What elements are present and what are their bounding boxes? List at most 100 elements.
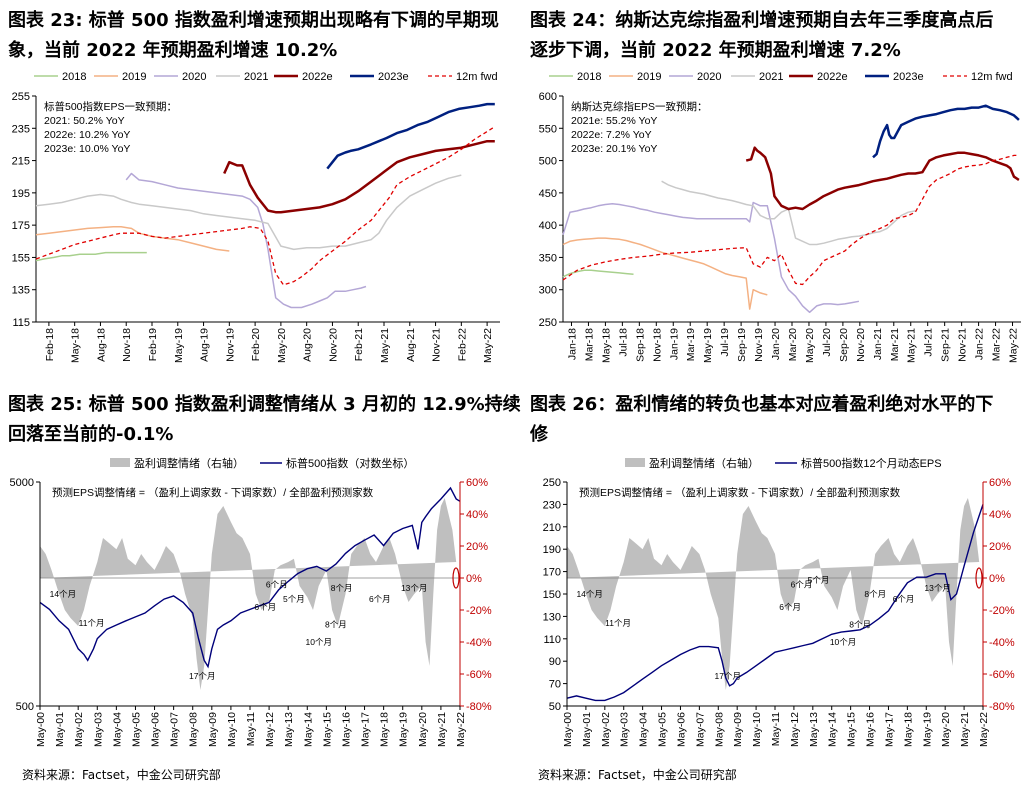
y-tick-label: 215 [12, 156, 30, 168]
duration-label: 6个月 [266, 580, 288, 590]
legend-label-2021: 2021 [759, 71, 783, 83]
x-tick-label: May-18 [600, 328, 612, 363]
duration-label: 6个月 [893, 594, 915, 604]
duration-label: 8个月 [864, 589, 886, 599]
x-tick-label: May-08 [188, 712, 200, 747]
x-tick-label: May-21 [436, 712, 448, 747]
x-tick-label: May-05 [657, 712, 669, 747]
x-tick-label: Mar-19 [685, 328, 697, 361]
x-tick-label: May-22 [482, 328, 494, 363]
legend-label-2020: 2020 [697, 71, 721, 83]
x-tick-label: May-03 [619, 712, 631, 747]
source-note-right: 资料来源：Factset，中金公司研究部 [538, 766, 737, 783]
duration-label: 8个月 [849, 620, 871, 630]
x-tick-label: May-03 [92, 712, 104, 747]
right-y-tick-label: -80% [989, 701, 1015, 713]
legend-label-12m-fwd: 12m fwd [456, 71, 498, 83]
sentiment-area [40, 498, 456, 690]
duration-label: 14个月 [576, 589, 602, 599]
right-y-tick-label: 60% [466, 477, 488, 489]
annotation-line: 标普500指数EPS一致预期： [44, 100, 177, 113]
legend-label-2018: 2018 [62, 71, 86, 83]
panel-3-title-line1: 图表 25: 标普 500 指数盈利调整情绪从 3 月初的 12.9%持续 [8, 390, 521, 420]
series-line-2023e [873, 106, 1019, 158]
duration-label: 6个月 [779, 602, 801, 612]
x-tick-label: May-19 [173, 328, 185, 363]
x-tick-label: May-20 [804, 328, 816, 363]
right-y-tick-label: 40% [466, 509, 488, 521]
right-y-tick-label: -80% [466, 701, 492, 713]
x-tick-label: May-14 [827, 712, 839, 747]
left-y-tick-label: 250 [543, 477, 561, 489]
x-tick-label: May-12 [264, 712, 276, 747]
legend-swatch-sentiment [625, 458, 645, 467]
chart-eps-sentiment: 盈利调整情绪（右轴） 标普500指数12个月动态EPS25023021019017… [515, 450, 1029, 760]
duration-label: 17个月 [714, 671, 740, 681]
annotation-line: 2022e: 7.2% YoY [571, 129, 652, 141]
panel-4-title-line2: 修 [530, 420, 993, 450]
panel-1-title-line1: 图表 23: 标普 500 指数盈利增速预期出现略有下调的早期现 [8, 6, 499, 36]
legend-label-2018: 2018 [577, 71, 601, 83]
x-tick-label: May-09 [732, 712, 744, 747]
annotation-line: 2021e: 55.2% YoY [571, 115, 657, 127]
x-tick-label: May-04 [111, 712, 123, 747]
right-y-tick-label: 0% [466, 573, 482, 585]
x-tick-label: Nov-19 [753, 328, 765, 362]
left-y-tick-label: 150 [543, 589, 561, 601]
duration-label: 8个月 [325, 620, 347, 630]
chart-sp500-eps-growth: 2018 2019 2020 2021 2022e 2023e 12m fwd 255 235 2… [0, 64, 515, 374]
x-tick-label: Jul-20 [821, 328, 833, 357]
x-tick-label: Jan-22 [974, 328, 986, 360]
x-tick-label: Nov-20 [855, 328, 867, 362]
x-tick-label: May-13 [808, 712, 820, 747]
y-tick-label: 135 [12, 285, 30, 297]
chart-nasdaq-eps-growth: 2018 2019 2020 2021 2022e 2023e 12m fwd6005505… [515, 64, 1029, 374]
legend-label-2022e: 2022e [302, 71, 333, 83]
panel-2-title-line1: 图表 24：纳斯达克综指盈利增速预期自去年三季度高点后 [530, 6, 993, 36]
x-tick-label: May-19 [702, 328, 714, 363]
y-tick-label: 195 [12, 188, 30, 200]
x-tick-label: May-01 [54, 712, 66, 747]
duration-label: 5个月 [808, 575, 830, 585]
legend-swatch-sentiment [110, 458, 130, 467]
series-line-2021 [662, 181, 916, 244]
x-tick-label: Aug-21 [405, 328, 417, 362]
right-y-tick-label: 20% [989, 541, 1011, 553]
x-tick-label: May-02 [73, 712, 85, 747]
y-tick-label: 300 [539, 285, 557, 297]
x-tick-label: May-15 [846, 712, 858, 747]
x-tick-label: Feb-20 [250, 328, 262, 361]
duration-label: 14个月 [50, 589, 76, 599]
x-tick-label: Nov-18 [651, 328, 663, 362]
x-tick-label: May-13 [283, 712, 295, 747]
legend-label-index: 标普500指数（对数坐标） [286, 456, 414, 470]
x-tick-label: Sep-21 [940, 328, 952, 362]
y-tick-label: 400 [539, 220, 557, 232]
x-tick-label: Nov-18 [121, 328, 133, 362]
left-y-tick-label: 50 [549, 701, 561, 713]
panel-2-title: 图表 24：纳斯达克综指盈利增速预期自去年三季度高点后 逐步下调，当前 2022… [530, 6, 993, 66]
x-tick-label: Jan-21 [872, 328, 884, 360]
x-tick-label: Jan-20 [770, 328, 782, 360]
x-tick-label: May-19 [921, 712, 933, 747]
panel-1-title-line2: 象，当前 2022 年预期盈利增速 10.2% [8, 36, 499, 66]
x-tick-label: May-08 [713, 712, 725, 747]
x-tick-label: May-09 [207, 712, 219, 747]
x-tick-label: Mar-21 [889, 328, 901, 361]
y-tick-label: 600 [539, 91, 557, 103]
y-tick-label: 550 [539, 123, 557, 135]
x-tick-label: May-16 [865, 712, 877, 747]
annotation-line: 2022e: 10.2% YoY [44, 129, 130, 141]
annotation-line: 2021: 50.2% YoY [44, 115, 125, 127]
legend-label-sentiment: 盈利调整情绪（右轴） [649, 456, 759, 470]
x-tick-label: Sep-18 [634, 328, 646, 362]
x-tick-label: Aug-19 [199, 328, 211, 362]
right-y-tick-label: -60% [466, 669, 492, 681]
x-tick-label: Feb-22 [456, 328, 468, 361]
right-y-tick-label: 20% [466, 541, 488, 553]
x-tick-label: May-22 [978, 712, 990, 747]
x-tick-label: May-15 [321, 712, 333, 747]
x-tick-label: May-07 [169, 712, 181, 747]
x-tick-label: Jan-18 [566, 328, 578, 360]
x-tick-label: May-21 [959, 712, 971, 747]
